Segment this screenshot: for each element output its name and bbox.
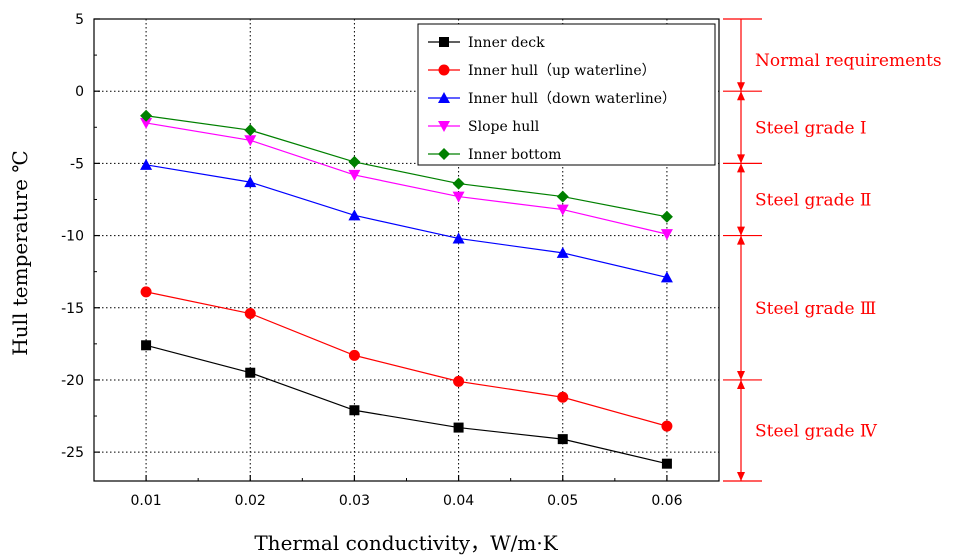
series-line	[146, 115, 668, 218]
arrow-head	[737, 226, 745, 236]
series-group	[140, 286, 673, 432]
y-tick-label: -15	[61, 301, 84, 317]
x-tick-label: 0.02	[235, 493, 266, 509]
data-point	[348, 349, 360, 361]
data-point	[244, 124, 257, 137]
grade-label: Steel grade Ⅳ	[755, 421, 878, 441]
y-tick-label: -10	[61, 229, 84, 245]
data-point	[661, 420, 673, 432]
grade-label: Normal requirements	[755, 51, 942, 71]
data-point	[140, 158, 153, 170]
series-line	[145, 291, 668, 427]
data-point	[244, 176, 257, 188]
y-tick-label: -5	[70, 156, 84, 172]
data-point	[452, 191, 465, 203]
x-tick-label: 0.04	[443, 493, 474, 509]
data-point	[141, 340, 152, 351]
arrow-head	[737, 154, 745, 164]
data-point	[660, 271, 673, 283]
arrow-head	[737, 472, 745, 481]
legend-marker	[438, 92, 450, 103]
data-point	[244, 308, 256, 320]
arrow-head	[737, 370, 745, 380]
series-group	[140, 158, 673, 283]
x-axis-title: Thermal conductivity，W/m·K	[254, 531, 558, 555]
data-point	[348, 209, 361, 221]
legend-box	[417, 23, 716, 166]
data-point	[660, 210, 673, 223]
x-tick-label: 0.05	[547, 493, 578, 509]
arrow-head	[737, 235, 745, 245]
legend-marker	[438, 121, 450, 132]
data-series	[140, 109, 673, 469]
legend-marker	[438, 148, 450, 160]
data-point	[245, 367, 256, 378]
grade-label: Steel grade Ⅲ	[755, 299, 876, 319]
x-tick-label: 0.06	[651, 493, 682, 509]
data-point	[556, 204, 569, 216]
data-point	[348, 169, 361, 181]
legend-marker	[439, 37, 449, 47]
y-tick-label: 5	[75, 12, 84, 28]
data-point	[244, 135, 257, 147]
legend-label: Inner deck	[468, 35, 545, 51]
legend: Inner deck Inner hull（up waterline） Inner …	[417, 23, 716, 166]
data-point	[557, 391, 569, 403]
arrow-head	[737, 379, 745, 389]
data-point	[556, 190, 569, 203]
series-line	[145, 344, 668, 465]
data-point	[140, 109, 153, 122]
data-point	[452, 177, 465, 190]
legend-marker	[438, 64, 450, 76]
x-tick-label: 0.01	[130, 493, 161, 509]
data-point	[453, 375, 465, 387]
data-point	[660, 229, 673, 241]
data-point	[140, 117, 153, 129]
y-axis-title: Hull temperature ℃	[8, 150, 32, 355]
series-line	[145, 122, 668, 235]
arrow-head	[737, 163, 745, 173]
y-tick-label: 0	[75, 84, 84, 100]
series-line	[145, 164, 668, 279]
data-point	[453, 422, 464, 433]
legend-label: Inner hull（up waterline）	[468, 63, 656, 79]
data-point	[349, 405, 360, 416]
data-point	[140, 286, 152, 298]
data-point	[557, 434, 568, 445]
grade-label: Steel grade Ⅱ	[755, 190, 872, 210]
data-point	[556, 246, 569, 258]
data-point	[452, 232, 465, 244]
data-point	[348, 155, 361, 168]
grade-label: Steel grade Ⅰ	[755, 118, 867, 138]
series-group	[141, 340, 672, 469]
x-tick-label: 0.03	[339, 493, 370, 509]
arrow-head	[737, 82, 745, 92]
arrow-head	[737, 91, 745, 101]
legend-label: Slope hull	[468, 119, 540, 135]
axes: 0.01 0.02 0.03 0.04 0.05 0.06 5 0 -5 -10 -15 -20 -25	[61, 12, 720, 509]
legend-label: Inner hull（down waterline）	[468, 91, 676, 107]
y-tick-label: -20	[61, 373, 84, 389]
y-tick-label: -25	[61, 445, 84, 461]
steel-grade-annotations: Normal requirements Steel grade Ⅰ Steel gr…	[723, 18, 942, 482]
series-group	[140, 109, 673, 223]
legend-label: Inner bottom	[468, 147, 561, 163]
series-group	[140, 117, 673, 241]
data-point	[661, 458, 672, 469]
